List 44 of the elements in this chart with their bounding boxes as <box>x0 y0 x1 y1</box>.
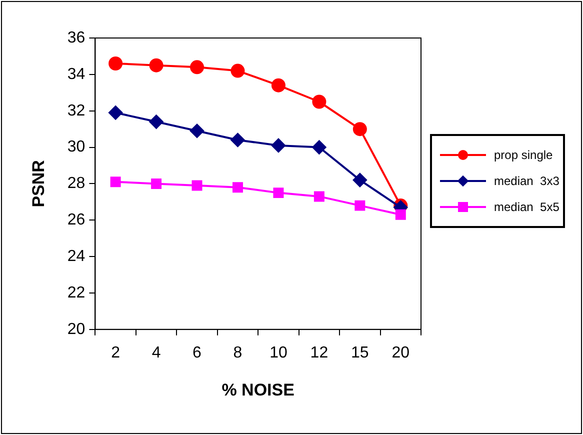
point <box>190 124 204 138</box>
point <box>352 173 367 188</box>
x-tick-label: 15 <box>351 344 369 362</box>
point <box>314 191 324 202</box>
point <box>271 138 286 152</box>
point <box>108 56 123 70</box>
legend-label: prop single <box>494 148 553 162</box>
point <box>108 106 123 120</box>
x-tick-label: 8 <box>233 344 242 362</box>
point <box>230 64 245 78</box>
point <box>352 122 367 136</box>
point <box>149 114 164 129</box>
point <box>354 200 366 211</box>
point <box>312 140 326 154</box>
point <box>190 60 204 74</box>
x-tick-label: 12 <box>310 344 328 362</box>
x-tick-label: 6 <box>192 344 202 362</box>
point <box>149 58 164 72</box>
point <box>271 78 286 92</box>
point <box>230 132 245 147</box>
point <box>395 209 406 220</box>
y-tick-label: 32 <box>67 102 86 120</box>
x-axis-title: % NOISE <box>222 380 294 400</box>
point <box>273 188 284 198</box>
y-tick-label: 34 <box>67 66 86 83</box>
point <box>232 182 243 193</box>
y-tick-label: 22 <box>67 284 86 302</box>
x-tick-label: 10 <box>270 344 288 362</box>
point <box>151 178 162 189</box>
point <box>110 176 121 188</box>
y-tick-label: 26 <box>67 212 86 229</box>
x-tick-label: 2 <box>111 344 120 362</box>
y-tick-label: 20 <box>67 320 86 338</box>
legend-label: median 5x5 <box>494 200 560 214</box>
y-axis-title: PSNR <box>28 160 48 208</box>
legend-label: median 3x3 <box>494 174 560 188</box>
point <box>192 180 202 191</box>
x-tick-label: 4 <box>152 344 161 362</box>
point <box>312 94 326 109</box>
y-tick-label: 28 <box>67 175 86 192</box>
x-tick-label: 20 <box>392 344 410 362</box>
y-tick-label: 30 <box>67 138 86 156</box>
y-tick-label: 36 <box>67 29 86 46</box>
y-tick-label: 24 <box>67 248 86 265</box>
